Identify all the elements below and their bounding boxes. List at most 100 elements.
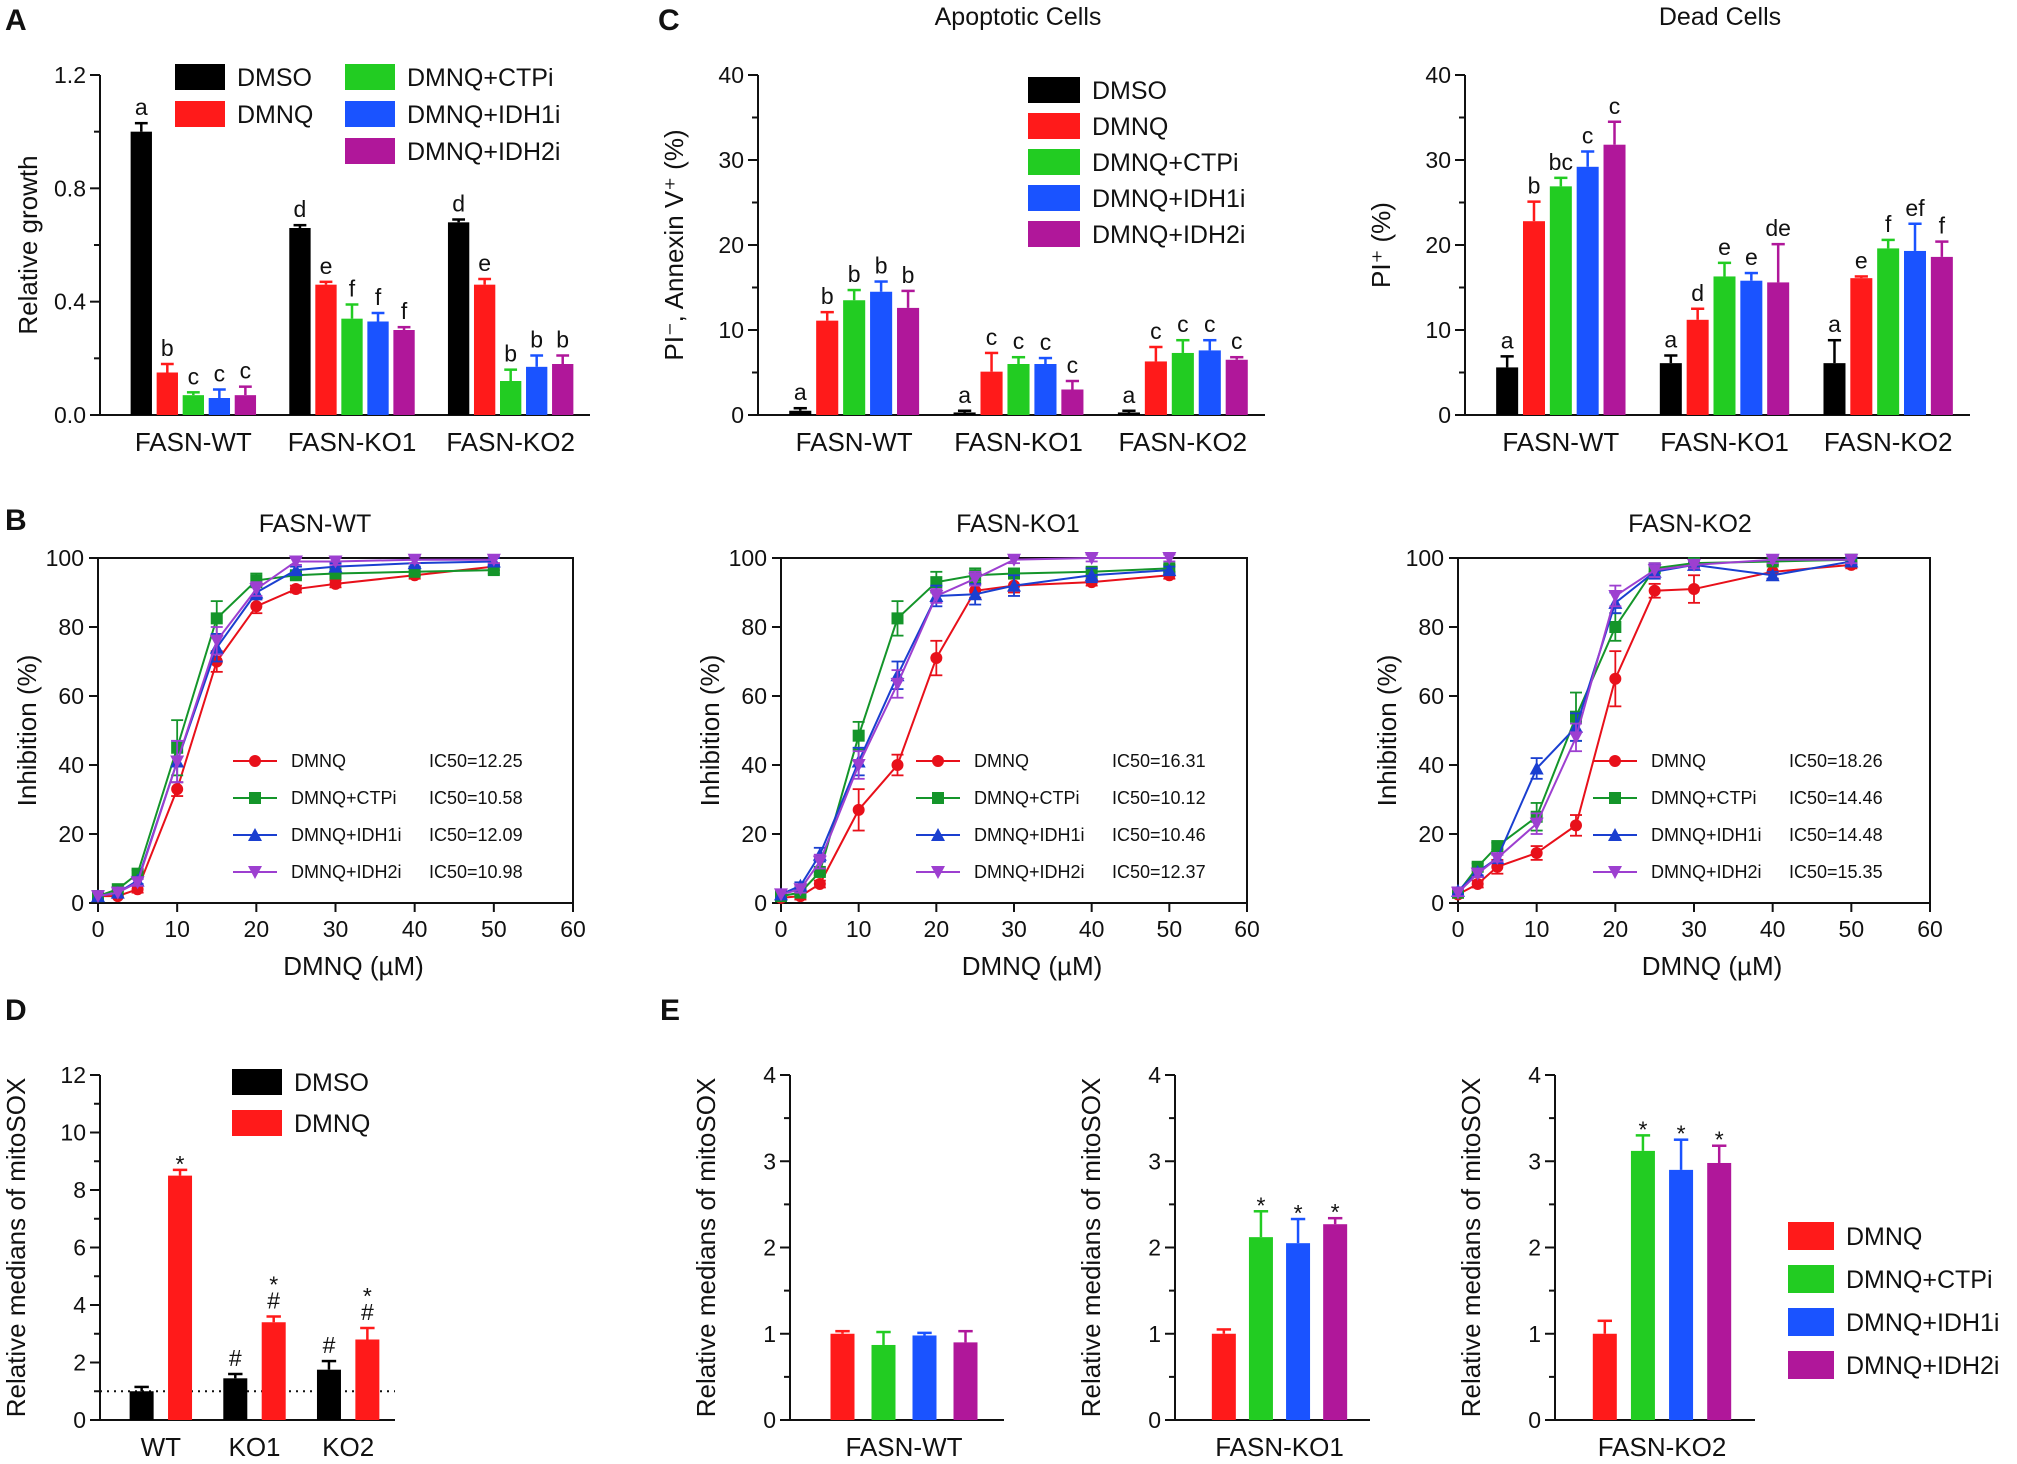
chart-b1-series-line [98, 565, 494, 898]
chart-b3-point [1490, 852, 1505, 866]
chart-b3-point [1609, 621, 1622, 633]
chart-b2-point [929, 589, 944, 603]
chart-c1-bar [897, 307, 920, 415]
chart-b3-y-tick-label: 40 [1418, 752, 1444, 778]
chart-b1-y-tick-label: 80 [58, 614, 84, 640]
chart-b2-legend-label: DMNQ+IDH2i [974, 862, 1085, 882]
chart-b2-ic50-label: IC50=12.37 [1112, 862, 1206, 882]
chart-b1-point [209, 634, 224, 648]
chart-b2-x-tick-label: 10 [846, 916, 872, 942]
chart-d-category-label: KO1 [228, 1432, 280, 1462]
chart-d-bar [223, 1378, 248, 1420]
chart-c1-legend-swatch [1028, 185, 1080, 211]
chart-d-panel-letter: D [5, 994, 27, 1027]
chart-b1-point [250, 600, 263, 613]
chart-b3-point [1608, 589, 1623, 603]
chart-c2-significance-label: bc [1549, 149, 1573, 175]
chart-b1-plot-frame [97, 557, 574, 904]
chart-c2-y-tick-label: 30 [1425, 147, 1451, 173]
chart-b1-legend-label: DMNQ [291, 751, 346, 771]
chart-c1-significance-label: b [821, 283, 834, 309]
chart-c1-significance-label: b [875, 253, 888, 279]
chart-b3-ic50-label: IC50=15.35 [1789, 862, 1883, 882]
chart-b2-point [1007, 578, 1021, 592]
chart-b1-x-tick-label: 30 [323, 916, 349, 942]
chart-b2-y-tick-label: 80 [741, 614, 767, 640]
chart-c2-bar [1877, 248, 1900, 415]
chart-e2-bar [1323, 1224, 1348, 1420]
chart-d-y-tick-label: 6 [73, 1235, 86, 1261]
chart-d-category-label: WT [141, 1432, 182, 1462]
chart-a-significance-label: d [452, 191, 465, 217]
chart-e3-bar [1630, 1150, 1655, 1420]
chart-d-y-tick-label: 12 [60, 1062, 86, 1088]
chart-b3-x-tick-label: 40 [1760, 916, 1786, 942]
chart-b2-series-line [780, 569, 1170, 896]
chart-c2-y-tick-label: 20 [1425, 232, 1451, 258]
chart-e3-legend-label: DMNQ [1846, 1223, 1922, 1251]
chart-b3-point [1765, 568, 1780, 582]
chart-e3-legend-swatch [1788, 1308, 1834, 1336]
chart-d-legend-swatch [232, 1110, 282, 1136]
chart-b2-point [852, 803, 865, 816]
chart-e3-significance-label: * [1638, 1116, 1647, 1142]
chart-b1-point [486, 553, 501, 567]
chart-e2-bar [1286, 1243, 1311, 1420]
chart-b1-legend-label: DMNQ+CTPi [291, 788, 397, 808]
chart-b1-x-tick-label: 60 [560, 916, 586, 942]
chart-c2-significance-label: ef [1905, 195, 1925, 221]
chart-b2-point [968, 572, 983, 586]
chart-b1-x-tick-label: 40 [402, 916, 428, 942]
chart-c2-significance-label: d [1691, 280, 1704, 306]
chart-c1-significance-label: c [1204, 311, 1216, 337]
chart-c1-legend-label: DMNQ+IDH2i [1092, 221, 1246, 249]
chart-b3-y-tick-label: 100 [1406, 545, 1444, 571]
chart-c2-y-tick-label: 40 [1425, 62, 1451, 88]
chart-d-bar [355, 1339, 380, 1420]
chart-e3-y-tick-label: 1 [1528, 1321, 1541, 1347]
chart-b1-y-tick-label: 40 [58, 752, 84, 778]
chart-a-legend-label: DMSO [237, 64, 312, 92]
chart-b3-ic50-label: IC50=14.46 [1789, 788, 1883, 808]
chart-d-y-tick-label: 8 [73, 1177, 86, 1203]
chart-b1-point [407, 553, 422, 567]
chart-a-bar [130, 131, 152, 415]
chart-a-category-label: FASN-KO1 [288, 427, 417, 457]
chart-c2-bar [1686, 319, 1709, 415]
chart-a-bar [367, 321, 389, 415]
chart-c1-significance-label: a [794, 379, 807, 405]
chart-b1-y-tick-label: 60 [58, 683, 84, 709]
chart-b3-point [1471, 878, 1484, 891]
chart-b3-series-line [1457, 558, 1852, 894]
chart-a-significance-label: f [401, 298, 408, 324]
chart-e3-bar [1707, 1162, 1732, 1420]
chart-e1-panel-letter: E [660, 994, 680, 1027]
chart-e1-y-tick-label: 1 [763, 1321, 776, 1347]
chart-c2-significance-label: e [1718, 234, 1731, 260]
chart-b2-point [891, 759, 904, 771]
chart-b1-series-line [97, 569, 494, 898]
chart-b1: B FASN-WT 0 20 40 60 80 100 0 10 20 30 40 50 60 Inhibit… [5, 504, 586, 981]
chart-b1-point [130, 876, 145, 890]
chart-c2-significance-label: a [1501, 327, 1514, 353]
chart-b1-point [288, 563, 303, 577]
chart-d-bar [168, 1175, 193, 1420]
chart-b3-x-tick-label: 20 [1603, 916, 1629, 942]
chart-e2-significance-label: * [1331, 1199, 1340, 1225]
chart-e3-legend-label: DMNQ+IDH2i [1846, 1352, 2000, 1380]
chart-c1-category-label: FASN-KO1 [954, 427, 1083, 457]
chart-b1-point [171, 783, 184, 796]
chart-b2-ic50-label: IC50=10.12 [1112, 788, 1206, 808]
chart-e3-significance-label: * [1715, 1127, 1724, 1153]
chart-a-significance-label: b [530, 327, 543, 353]
chart-e2-bar [1211, 1333, 1236, 1420]
chart-c2-significance-label: e [1745, 244, 1758, 270]
chart-b2-point [968, 587, 983, 601]
chart-a-category-label: FASN-KO2 [446, 427, 575, 457]
chart-c1-significance-label: c [986, 324, 998, 350]
chart-b2-y-tick-label: 20 [741, 821, 767, 847]
chart-c2-category-label: FASN-WT [1502, 427, 1619, 457]
chart-d-y-axis-label: Relative medians of mitoSOX [1, 1078, 31, 1418]
